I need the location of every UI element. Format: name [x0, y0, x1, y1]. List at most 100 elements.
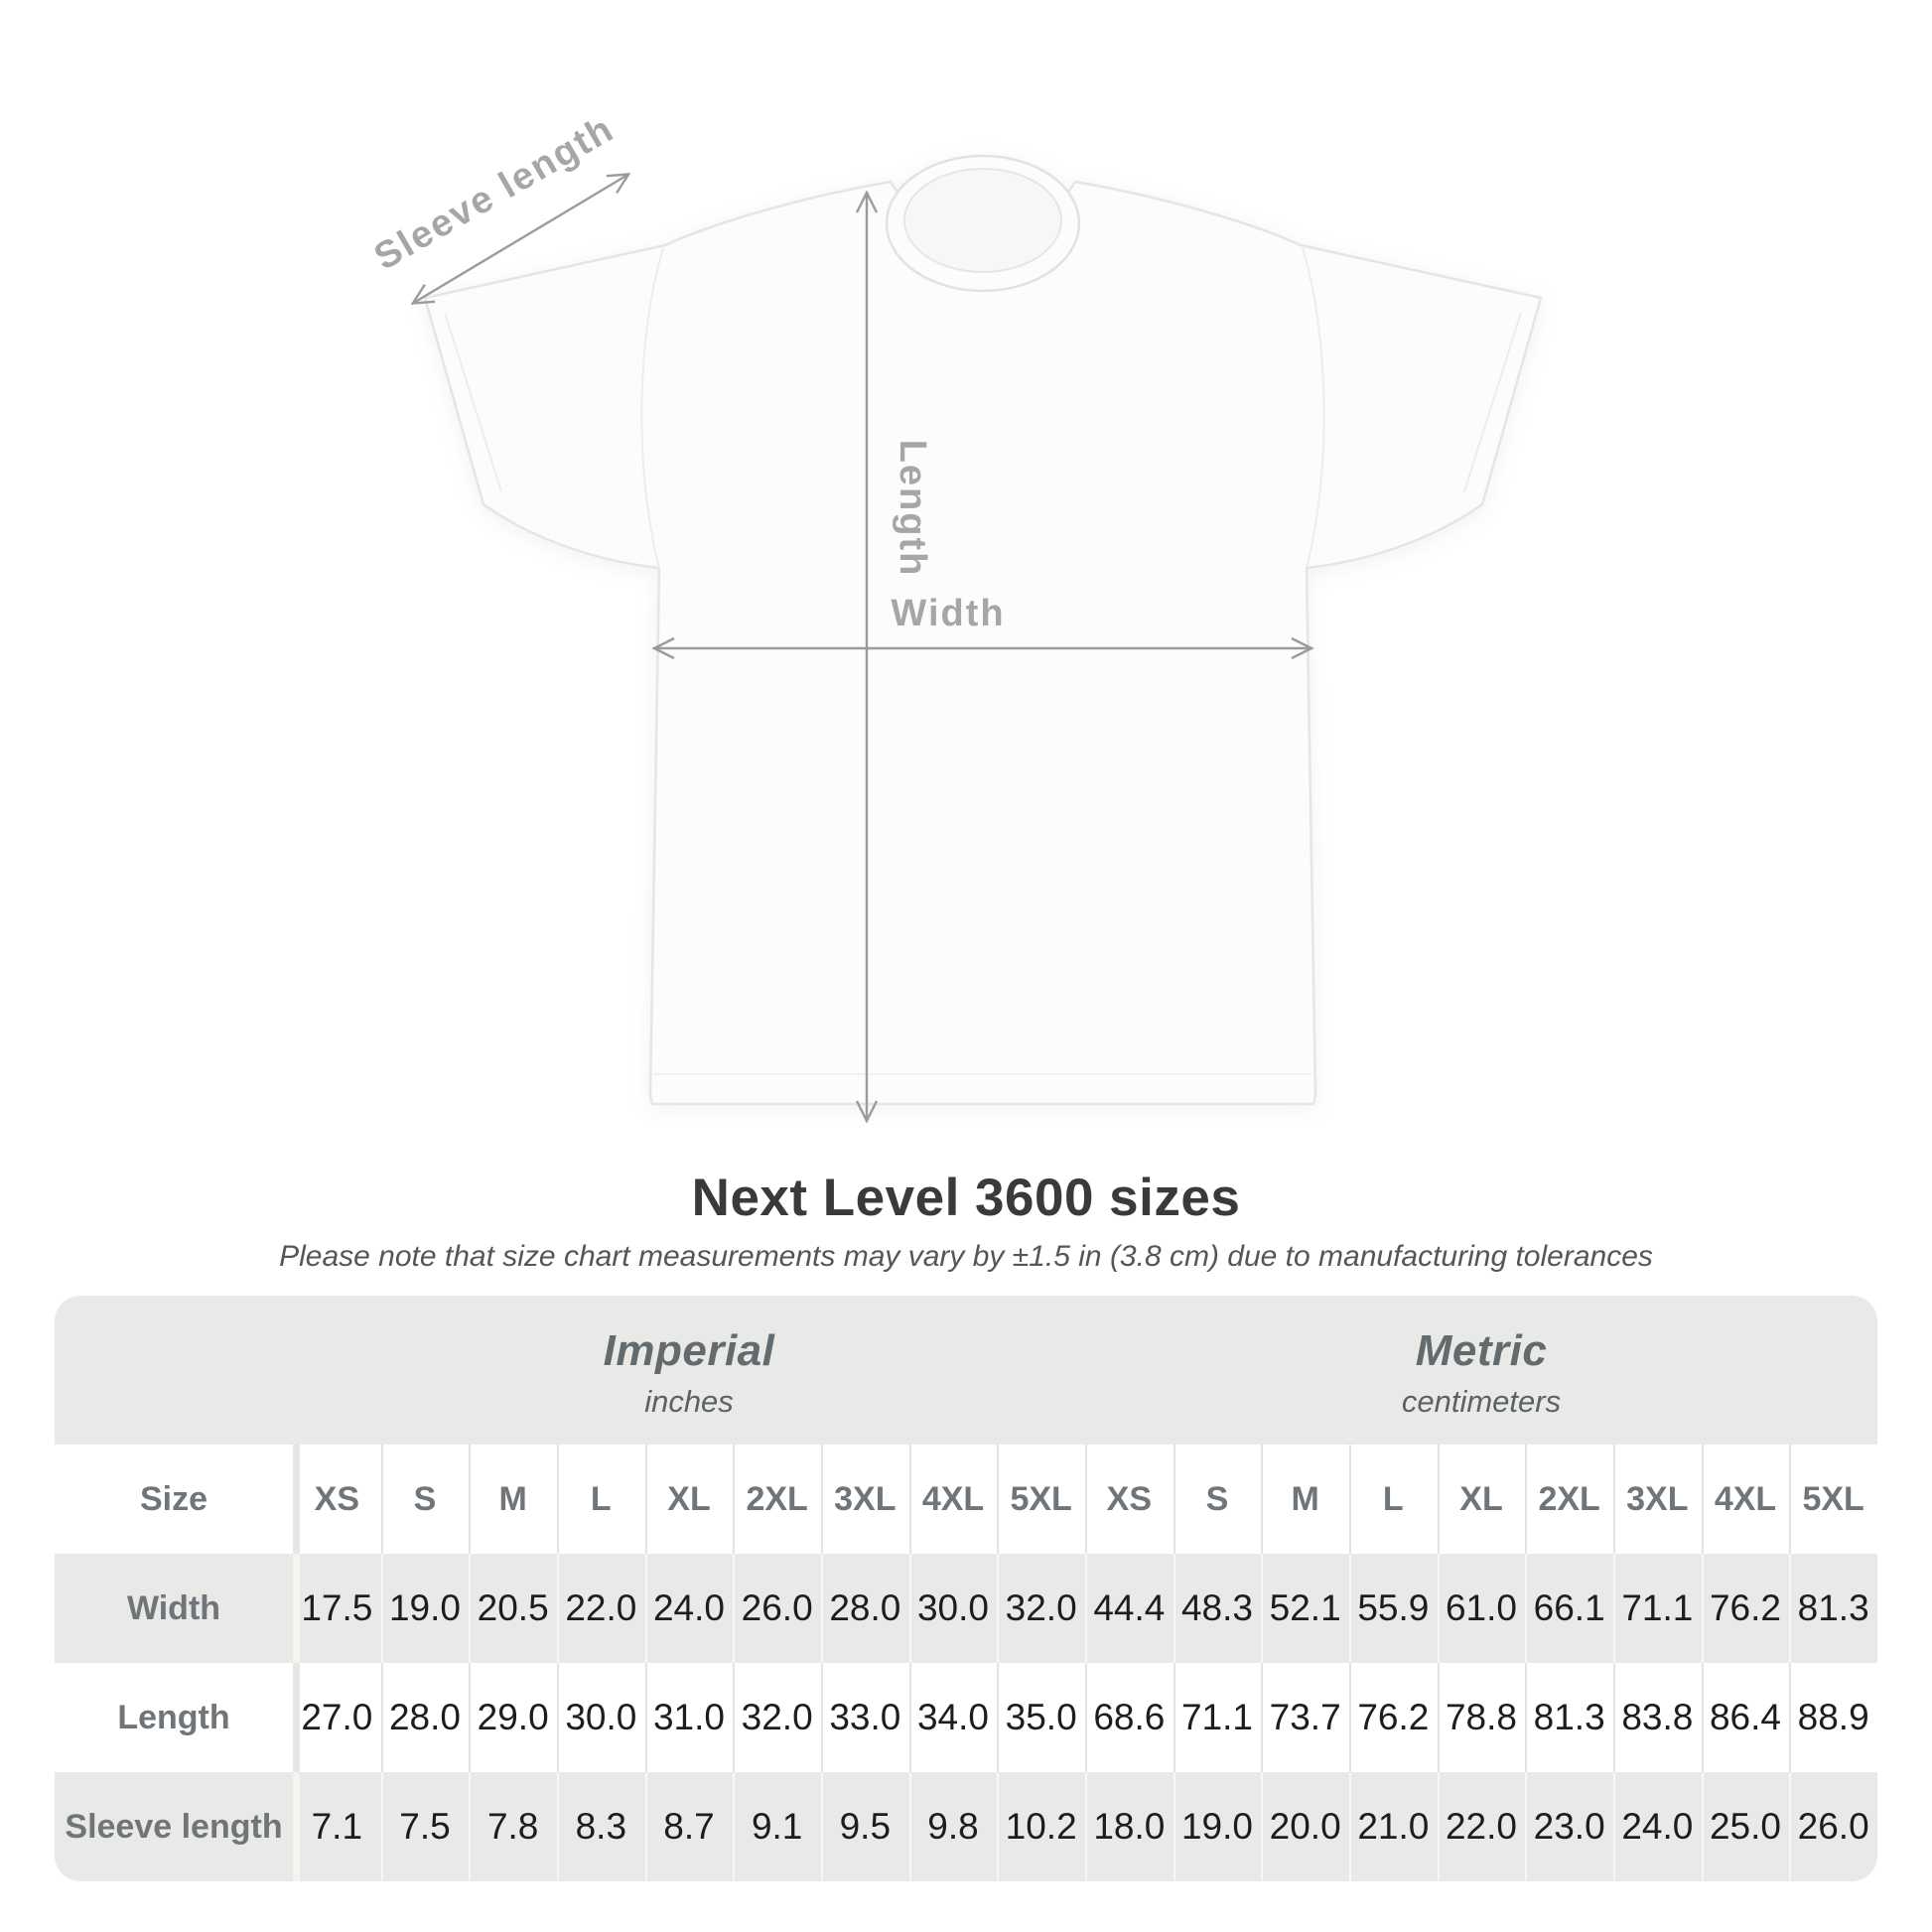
size-column-header: M — [1261, 1445, 1349, 1554]
imperial-value-cell: 33.0 — [821, 1663, 909, 1772]
metric-value-cell: 20.0 — [1261, 1772, 1349, 1881]
imperial-value-cell: 22.0 — [557, 1554, 645, 1663]
size-column-header: M — [469, 1445, 557, 1554]
size-column-header: S — [381, 1445, 470, 1554]
size-column-header: 4XL — [1702, 1445, 1790, 1554]
size-column-header: XS — [293, 1445, 381, 1554]
metric-value-cell: 61.0 — [1438, 1554, 1526, 1663]
imperial-value-cell: 8.7 — [645, 1772, 734, 1881]
metric-value-cell: 21.0 — [1349, 1772, 1438, 1881]
imperial-value-cell: 9.8 — [909, 1772, 998, 1881]
metric-value-cell: 83.8 — [1613, 1663, 1702, 1772]
size-column-header: L — [1349, 1445, 1438, 1554]
unit-group-header-row: Imperial inches Metric centimeters — [55, 1296, 1877, 1445]
imperial-value-cell: 30.0 — [909, 1554, 998, 1663]
size-column-label: Size — [139, 1479, 208, 1518]
measurement-row: Width 17.5 19.0 20.5 22.0 24.0 26.0 28.0 30.0 32.… — [55, 1554, 1877, 1663]
metric-group-title: Metric — [1415, 1326, 1548, 1375]
imperial-value-cell: 34.0 — [909, 1663, 998, 1772]
size-column-header: 3XL — [1613, 1445, 1702, 1554]
metric-value-cell: 66.1 — [1525, 1554, 1613, 1663]
imperial-value-cell: 9.5 — [821, 1772, 909, 1881]
width-label: Width — [891, 593, 1005, 634]
imperial-value-cell: 24.0 — [645, 1554, 734, 1663]
imperial-value-cell: 32.0 — [997, 1554, 1085, 1663]
imperial-value-cell: 19.0 — [381, 1554, 470, 1663]
page-title: Next Level 3600 sizes — [691, 1169, 1241, 1227]
imperial-value-cell: 7.5 — [381, 1772, 470, 1881]
collar-inner — [903, 168, 1062, 273]
measurement-row-label: Width — [126, 1588, 221, 1627]
metric-group-unit: centimeters — [1401, 1384, 1562, 1419]
measurement-row: Sleeve length 7.1 7.5 7.8 8.3 8.7 9.1 9.5 9.8 10.… — [55, 1772, 1877, 1881]
metric-value-cell: 86.4 — [1702, 1663, 1790, 1772]
imperial-value-cell: 9.1 — [733, 1772, 821, 1881]
metric-value-cell: 52.1 — [1261, 1554, 1349, 1663]
sleeve-length-arrow — [410, 172, 631, 306]
imperial-value-cell: 7.1 — [293, 1772, 381, 1881]
metric-value-cell: 19.0 — [1173, 1772, 1262, 1881]
size-column-header: 4XL — [909, 1445, 998, 1554]
measurement-row: Length 27.0 28.0 29.0 30.0 31.0 32.0 33.0 34.0 35… — [55, 1663, 1877, 1772]
armhole-seam-left — [640, 247, 664, 569]
page-subtitle: Please note that size chart measurements… — [279, 1240, 1653, 1273]
measurement-row-label: Length — [117, 1698, 230, 1736]
imperial-group-title: Imperial — [603, 1326, 775, 1375]
tshirt-diagram: Sleeve length Length Width — [367, 108, 1543, 1124]
tshirt-outline — [423, 180, 1543, 1106]
size-column-header: 5XL — [1789, 1445, 1877, 1554]
metric-value-cell: 26.0 — [1789, 1772, 1877, 1881]
size-column-header: L — [557, 1445, 645, 1554]
metric-value-cell: 76.2 — [1349, 1663, 1438, 1772]
metric-value-cell: 68.6 — [1085, 1663, 1173, 1772]
imperial-value-cell: 28.0 — [381, 1663, 470, 1772]
size-header-row: Size XS S M L XL 2XL 3XL 4XL 5XL XS S M L XL 2XL 3XL 4XL 5… — [55, 1445, 1877, 1554]
imperial-value-cell: 31.0 — [645, 1663, 734, 1772]
armhole-seam-right — [1302, 247, 1325, 569]
metric-value-cell: 25.0 — [1702, 1772, 1790, 1881]
metric-value-cell: 55.9 — [1349, 1554, 1438, 1663]
size-column-header: 2XL — [1525, 1445, 1613, 1554]
size-column-header: XL — [645, 1445, 734, 1554]
metric-value-cell: 23.0 — [1525, 1772, 1613, 1881]
imperial-value-cell: 32.0 — [733, 1663, 821, 1772]
imperial-value-cell: 35.0 — [997, 1663, 1085, 1772]
imperial-value-cell: 17.5 — [293, 1554, 381, 1663]
metric-value-cell: 18.0 — [1085, 1772, 1173, 1881]
imperial-value-cell: 27.0 — [293, 1663, 381, 1772]
imperial-value-cell: 7.8 — [469, 1772, 557, 1881]
metric-value-cell: 81.3 — [1525, 1663, 1613, 1772]
size-column-header: XL — [1438, 1445, 1526, 1554]
metric-value-cell: 71.1 — [1613, 1554, 1702, 1663]
metric-value-cell: 81.3 — [1789, 1554, 1877, 1663]
metric-value-cell: 76.2 — [1702, 1554, 1790, 1663]
imperial-value-cell: 29.0 — [469, 1663, 557, 1772]
imperial-value-cell: 28.0 — [821, 1554, 909, 1663]
metric-value-cell: 48.3 — [1173, 1554, 1262, 1663]
length-label: Length — [892, 440, 933, 578]
imperial-value-cell: 20.5 — [469, 1554, 557, 1663]
metric-value-cell: 24.0 — [1613, 1772, 1702, 1881]
size-column-header: 5XL — [997, 1445, 1085, 1554]
metric-value-cell: 71.1 — [1173, 1663, 1262, 1772]
measurement-row-label: Sleeve length — [65, 1807, 283, 1846]
sleeve-length-label: Sleeve length — [367, 108, 621, 279]
metric-value-cell: 78.8 — [1438, 1663, 1526, 1772]
imperial-group-header: Imperial inches — [293, 1296, 1085, 1445]
imperial-group-unit: inches — [644, 1384, 734, 1419]
imperial-value-cell: 26.0 — [733, 1554, 821, 1663]
size-column-header: S — [1173, 1445, 1262, 1554]
cuff-seam-left — [444, 312, 502, 492]
metric-value-cell: 73.7 — [1261, 1663, 1349, 1772]
size-column-header: 3XL — [821, 1445, 909, 1554]
cuff-seam-right — [1463, 312, 1522, 492]
imperial-value-cell: 30.0 — [557, 1663, 645, 1772]
metric-group-header: Metric centimeters — [1085, 1296, 1877, 1445]
metric-value-cell: 88.9 — [1789, 1663, 1877, 1772]
metric-value-cell: 44.4 — [1085, 1554, 1173, 1663]
imperial-value-cell: 8.3 — [557, 1772, 645, 1881]
imperial-value-cell: 10.2 — [997, 1772, 1085, 1881]
size-column-header: 2XL — [733, 1445, 821, 1554]
metric-value-cell: 22.0 — [1438, 1772, 1526, 1881]
